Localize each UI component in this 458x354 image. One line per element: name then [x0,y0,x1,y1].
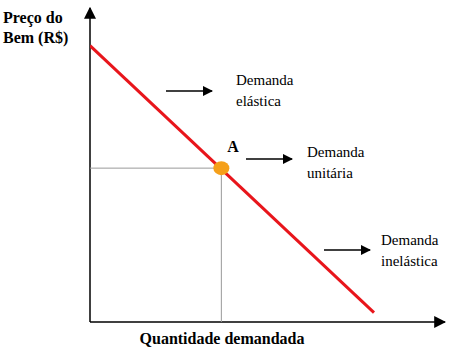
guides [90,168,221,322]
annotations: Demanda elástica Demanda unitária Demanda ine… [166,72,439,269]
annotation-line: inelástica [381,253,438,269]
labels: A [227,138,239,155]
guide-vertical [221,168,222,322]
annotation: Demanda elástica [236,72,294,109]
annotation-arrow [246,158,292,159]
annotation-line: Demanda [381,232,439,248]
point [213,161,229,175]
x-axis-title-line: Quantidade demandada [140,330,305,347]
annotation-arrow [166,90,212,91]
annotation: Demanda inelástica [381,232,439,269]
annotation: Demanda unitária [307,144,365,181]
demand-line [90,46,374,313]
y-axis-title-line: Preço do [3,9,63,27]
axis-line [90,321,445,323]
x-axis [90,322,445,323]
annotation-line: unitária [307,165,353,181]
annotation-line: Demanda [307,144,365,160]
chart-svg: A Preço do Bem (R$) Quantidade demandada Dem… [0,0,458,354]
y-axis-title: Preço do Bem (R$) [3,9,68,47]
annotation-line: elástica [236,93,281,109]
axis-line [89,8,91,322]
annotation-arrow [324,249,370,250]
guide-horizontal [90,168,221,169]
y-axis-title-line: Bem (R$) [3,29,68,47]
x-axis-title: Quantidade demandada [140,330,305,347]
annotation-line: Demanda [236,72,294,88]
marks [90,46,374,313]
y-axis [90,8,91,322]
plot: A [90,8,445,322]
chart-container: A Preço do Bem (R$) Quantidade demandada Dem… [0,0,458,354]
point-label: A [227,138,239,155]
